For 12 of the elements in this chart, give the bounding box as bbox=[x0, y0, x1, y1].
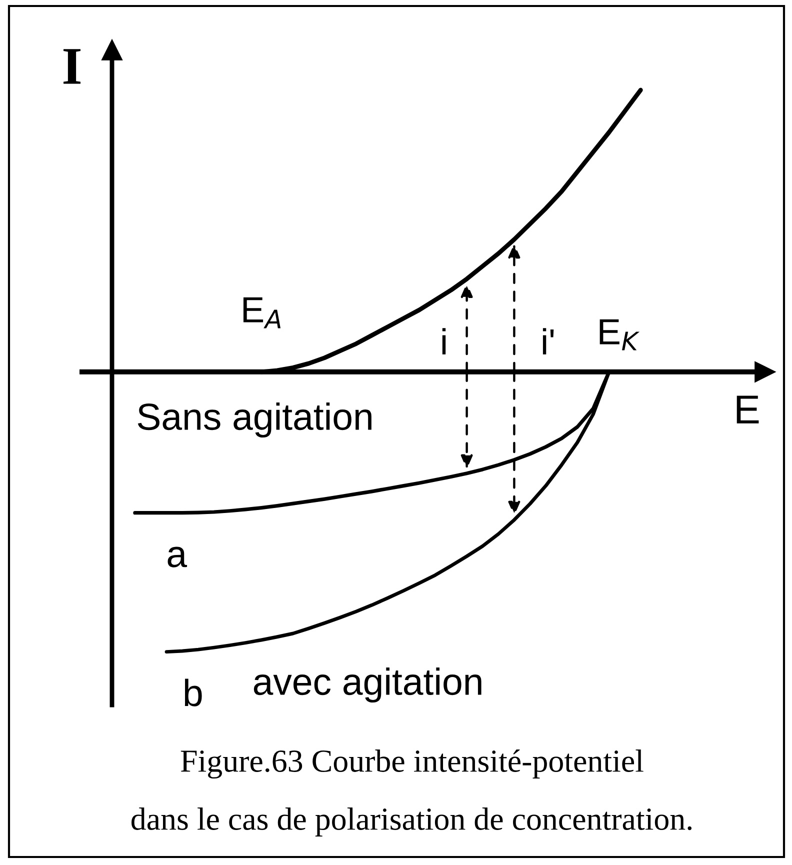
series-label: a bbox=[168, 546, 188, 568]
text: avec agitation bbox=[254, 668, 482, 702]
annotation: Sans agitation bbox=[138, 402, 372, 438]
annotation: E$_{A}$ bbox=[243, 297, 280, 328]
text: Figure.63 Courbe intensité-potentiel bbox=[180, 749, 644, 779]
annotation: i bbox=[442, 328, 446, 354]
x-axis-title: E bbox=[736, 396, 759, 424]
annotation: i' bbox=[542, 328, 554, 354]
text: dans le cas de polarisation de concentration. bbox=[132, 808, 692, 836]
annotation: E$_{K}$ bbox=[600, 319, 640, 350]
y-axis-title: I bbox=[64, 49, 80, 84]
series-label: b bbox=[184, 678, 202, 706]
